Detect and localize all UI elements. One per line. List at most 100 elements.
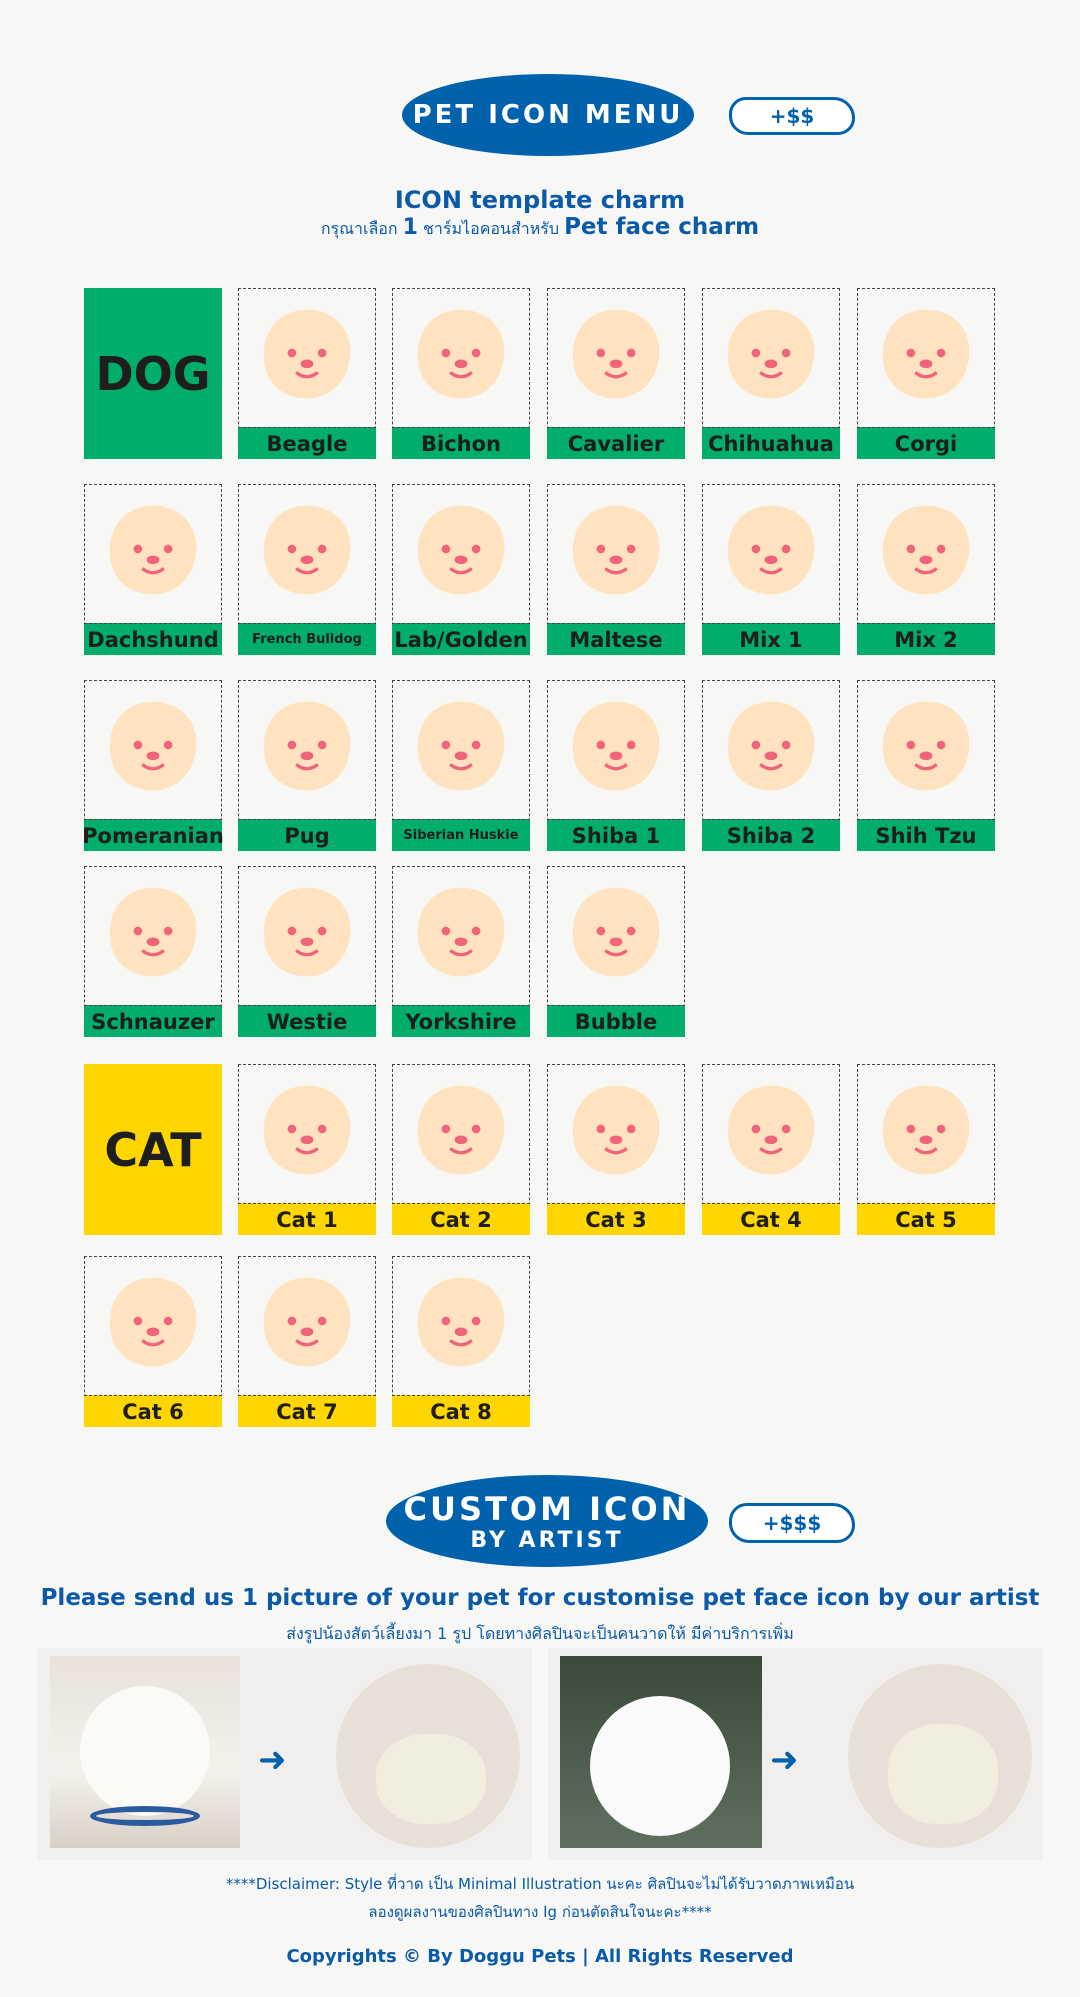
icon-label: Mix 1 xyxy=(702,623,840,655)
dog-icon-option[interactable]: Bubble xyxy=(547,866,685,1037)
icon-label: Shih Tzu xyxy=(857,819,995,851)
icon-label: Maltese xyxy=(547,623,685,655)
dog-icon-option[interactable]: Lab/Golden xyxy=(392,484,530,655)
pet-face-icon xyxy=(263,309,351,399)
dog-icon-option[interactable]: Westie xyxy=(238,866,376,1037)
copyright: Copyrights © By Doggu Pets | All Rights … xyxy=(286,1946,794,1967)
pet-face-icon xyxy=(109,887,197,977)
custom-instruction-thai: ส่งรูปน้องสัตว์เลี้ยงมา 1 รูป โดยทางศิลป… xyxy=(286,1624,794,1643)
pet-face-icon xyxy=(263,1085,351,1175)
dog-icon-option[interactable]: Mix 2 xyxy=(857,484,995,655)
pet-face-icon xyxy=(263,505,351,595)
cat-icon-option[interactable]: Cat 6 xyxy=(84,1256,222,1427)
icon-label: Pug xyxy=(238,819,376,851)
pet-face-icon xyxy=(417,1085,505,1175)
dog-icon-option[interactable]: Beagle xyxy=(238,288,376,459)
icon-label: Schnauzer xyxy=(84,1005,222,1037)
dog-icon-option[interactable]: Maltese xyxy=(547,484,685,655)
pet-face-icon xyxy=(263,887,351,977)
dog-icon-option[interactable]: Corgi xyxy=(857,288,995,459)
cat-icon-option[interactable]: Cat 2 xyxy=(392,1064,530,1235)
icon-label: Cat 8 xyxy=(392,1395,530,1427)
pet-face-icon xyxy=(882,1085,970,1175)
cat-icon-option[interactable]: Cat 4 xyxy=(702,1064,840,1235)
pet-face-icon xyxy=(109,505,197,595)
dog-icon-option[interactable]: French Bulldog xyxy=(238,484,376,655)
dog-icon-option[interactable]: Shiba 1 xyxy=(547,680,685,851)
pet-face-icon xyxy=(572,1085,660,1175)
dog-icon-option[interactable]: Shiba 2 xyxy=(702,680,840,851)
icon-label: Yorkshire xyxy=(392,1005,530,1037)
pet-face-icon xyxy=(727,505,815,595)
pet-face-icon xyxy=(572,309,660,399)
dog-icon-option[interactable]: Pomeranian xyxy=(82,680,224,851)
dog-icon-option[interactable]: Pug xyxy=(238,680,376,851)
subtitle-en: Pet face charm xyxy=(564,214,760,240)
cat-icon-option[interactable]: Cat 5 xyxy=(857,1064,995,1235)
cat-icon-option[interactable]: Cat 3 xyxy=(547,1064,685,1235)
section-subtitle: กรุณาเลือก 1 ชาร์มไอคอนสำหรับ Pet face c… xyxy=(0,214,1080,242)
pet-face-icon xyxy=(417,505,505,595)
icon-label: French Bulldog xyxy=(238,623,376,655)
dog-icon-option[interactable]: Bichon xyxy=(392,288,530,459)
pet-face-icon xyxy=(417,701,505,791)
cat-category-header: CAT xyxy=(84,1064,222,1235)
custom-subtitle-text: BY ARTIST xyxy=(470,1527,624,1553)
dog-icon-option[interactable]: Chihuahua xyxy=(702,288,840,459)
disclaimer-line-1: ****Disclaimer: Style ที่วาด เป็น Minima… xyxy=(225,1875,855,1893)
subtitle-thai: กรุณาเลือก xyxy=(320,219,398,238)
menu-title-text: PET ICON MENU xyxy=(412,100,684,130)
pet-face-icon xyxy=(417,1277,505,1367)
icon-label: Cat 6 xyxy=(84,1395,222,1427)
icon-label: Dachshund xyxy=(84,623,222,655)
pet-face-icon xyxy=(109,701,197,791)
section-title: ICON template charm xyxy=(394,186,686,214)
dog-icon-option[interactable]: Yorkshire xyxy=(392,866,530,1037)
pet-icon-menu-title: PET ICON MENU xyxy=(402,74,694,156)
icon-label: Cat 5 xyxy=(857,1203,995,1235)
disclaimer-line-2: ลองดูผลงานของศิลปินทาง Ig ก่อนตัดสินใจนะ… xyxy=(368,1903,712,1921)
icon-label: Beagle xyxy=(238,427,376,459)
dog-icon-option[interactable]: Siberian Huskie xyxy=(392,680,530,851)
icon-label: Cat 3 xyxy=(547,1203,685,1235)
cat-icon-option[interactable]: Cat 7 xyxy=(238,1256,376,1427)
custom-title-text: CUSTOM ICON xyxy=(403,1489,691,1528)
custom-icon-title: CUSTOM ICON BY ARTIST xyxy=(386,1475,708,1567)
icon-label: Cat 4 xyxy=(702,1203,840,1235)
pet-face-icon xyxy=(572,887,660,977)
icon-label: Westie xyxy=(238,1005,376,1037)
cat-icon-option[interactable]: Cat 1 xyxy=(238,1064,376,1235)
pet-face-icon xyxy=(882,701,970,791)
pet-face-icon xyxy=(727,1085,815,1175)
pet-face-icon xyxy=(882,505,970,595)
custom-price-badge: +$$$ xyxy=(729,1503,855,1543)
pet-face-icon xyxy=(263,1277,351,1367)
icon-label: Cat 1 xyxy=(238,1203,376,1235)
icon-label: Cavalier xyxy=(547,427,685,459)
arrow-icon: ➜ xyxy=(258,1740,287,1780)
icon-label: Corgi xyxy=(857,427,995,459)
subtitle-thai-2: ชาร์มไอคอนสำหรับ xyxy=(423,219,559,238)
pet-face-icon xyxy=(263,701,351,791)
pet-face-icon xyxy=(572,701,660,791)
dog-icon-option[interactable]: Shih Tzu xyxy=(857,680,995,851)
dog-charm-photo xyxy=(848,1664,1032,1848)
cat-icon-option[interactable]: Cat 8 xyxy=(392,1256,530,1427)
subtitle-number: 1 xyxy=(402,215,418,240)
icon-label: Cat 7 xyxy=(238,1395,376,1427)
custom-instruction: Please send us 1 picture of your pet for… xyxy=(40,1585,1040,1611)
dog-icon-option[interactable]: Cavalier xyxy=(547,288,685,459)
icon-label: Shiba 1 xyxy=(547,819,685,851)
dog-icon-option[interactable]: Schnauzer xyxy=(84,866,222,1037)
pet-face-icon xyxy=(109,1277,197,1367)
icon-label: Chihuahua xyxy=(702,427,840,459)
pet-face-icon xyxy=(417,309,505,399)
icon-label: Cat 2 xyxy=(392,1203,530,1235)
dog-icon-option[interactable]: Dachshund xyxy=(84,484,222,655)
pet-face-icon xyxy=(417,887,505,977)
dog-icon-option[interactable]: Mix 1 xyxy=(702,484,840,655)
example-cat-panel: ➜ xyxy=(38,1648,532,1860)
price-badge: +$$ xyxy=(729,97,855,135)
pet-face-icon xyxy=(727,309,815,399)
icon-label: Bichon xyxy=(392,427,530,459)
